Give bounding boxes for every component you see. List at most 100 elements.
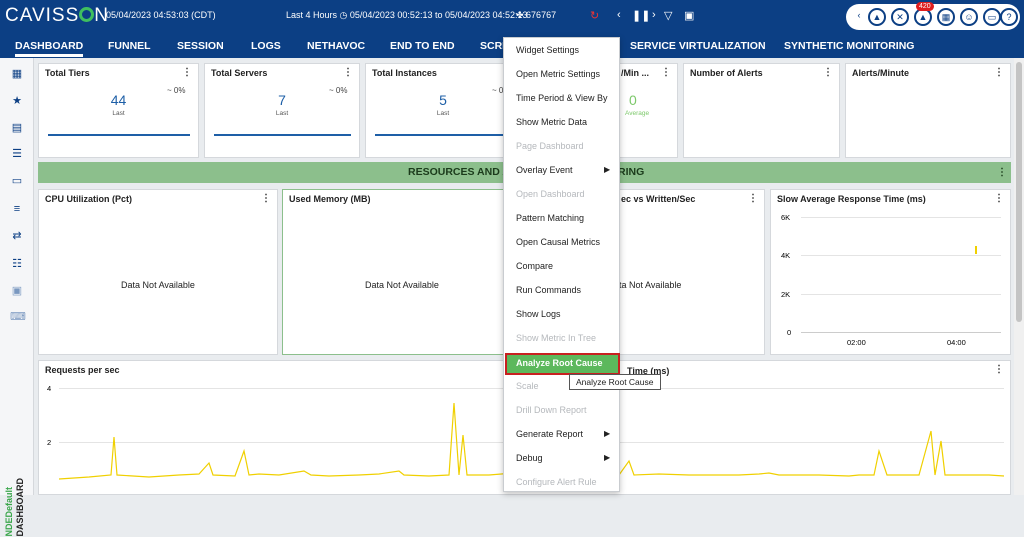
data-point bbox=[975, 246, 977, 254]
more-menu-icon[interactable]: ⋮ bbox=[261, 193, 271, 204]
nav-logs[interactable]: LOGS bbox=[251, 40, 281, 52]
more-menu-icon[interactable]: ⋮ bbox=[748, 193, 758, 204]
menu-item-show-metric-in-tree: Show Metric In Tree bbox=[516, 333, 597, 343]
menu-item-overlay-event[interactable]: Overlay Event ▶ bbox=[516, 165, 611, 175]
menu-item-open-causal-metrics[interactable]: Open Causal Metrics bbox=[516, 237, 601, 247]
y-tick: 4 bbox=[47, 384, 52, 393]
scrollbar-thumb[interactable] bbox=[1016, 62, 1022, 322]
kpi-value: 44 bbox=[110, 92, 127, 108]
grid-icon[interactable]: ▦ bbox=[937, 8, 955, 26]
kpi-value: 0 bbox=[629, 92, 637, 108]
left-sidebar: ▦ ★ ▤ ☰ ▭ ≡ ⇄ ☷ ▣ ⌨ NDEDefault DASHBOARD bbox=[0, 58, 34, 537]
y-tick: 6K bbox=[781, 213, 791, 222]
y-tick: 4K bbox=[781, 251, 791, 260]
menu-item-run-commands[interactable]: Run Commands bbox=[516, 285, 582, 295]
menu-item-time-period-view-by[interactable]: Time Period & View By bbox=[516, 93, 608, 103]
nav-end-to-end[interactable]: END TO END bbox=[390, 40, 455, 52]
menu-item-debug[interactable]: Debug ▶ bbox=[516, 453, 611, 463]
nav-dashboard[interactable]: DASHBOARD bbox=[15, 40, 84, 57]
kpi-sparkline bbox=[48, 134, 190, 136]
kpi-sparkline bbox=[375, 134, 512, 136]
kpi-card-total-tiers: Total Tiers ⋮ ~ 0% 44 Last bbox=[38, 63, 199, 158]
y-tick: 2K bbox=[781, 290, 791, 299]
submenu-arrow-icon: ▶ bbox=[604, 453, 611, 462]
star-icon[interactable]: ★ bbox=[12, 95, 22, 107]
calendar-icon[interactable]: ▤ bbox=[11, 122, 23, 134]
refresh-icon[interactable]: ↻ bbox=[590, 10, 600, 22]
menu-item-open-metric-settings[interactable]: Open Metric Settings bbox=[516, 69, 601, 79]
menu-item-drill-down-report: Drill Down Report bbox=[516, 405, 587, 415]
monitor-icon[interactable]: ▭ bbox=[983, 8, 1001, 26]
drop-icon[interactable]: ▲ bbox=[868, 8, 886, 26]
tools-icon[interactable]: ✕ bbox=[891, 8, 909, 26]
widget-context-menu: Widget Settings Open Metric Settings Time … bbox=[503, 37, 620, 492]
user-icon[interactable]: ☺ bbox=[960, 8, 978, 26]
nav-service-virtualization[interactable]: SERVICE VIRTUALIZATION bbox=[630, 40, 766, 52]
kpi-value: 7 bbox=[278, 92, 286, 108]
kpi-value: 5 bbox=[439, 92, 447, 108]
tooltip: Analyze Root Cause bbox=[569, 374, 661, 390]
menu-item-show-logs[interactable]: Show Logs bbox=[516, 309, 561, 319]
pause-icon[interactable]: ❚❚ bbox=[632, 10, 651, 22]
more-menu-icon[interactable]: ⋮ bbox=[823, 67, 833, 78]
submenu-arrow-icon: ▶ bbox=[604, 429, 611, 438]
x-tick: 04:00 bbox=[947, 338, 966, 347]
logo: CAVISS N bbox=[5, 5, 110, 26]
report-icon[interactable]: ▣ bbox=[11, 285, 23, 297]
menu-item-compare[interactable]: Compare bbox=[516, 261, 554, 271]
x-tick: 02:00 bbox=[847, 338, 866, 347]
keyboard-icon[interactable]: ⌨ bbox=[10, 311, 26, 323]
more-menu-icon[interactable]: ⋮ bbox=[994, 193, 1004, 204]
filter-icon[interactable]: ▽ bbox=[664, 10, 673, 22]
more-menu-icon[interactable]: ⋮ bbox=[661, 67, 671, 78]
more-menu-icon[interactable]: ⋮ bbox=[343, 67, 353, 78]
nav-synthetic-monitoring[interactable]: SYNTHETIC MONITORING bbox=[784, 40, 915, 52]
chart-icon[interactable]: ▭ bbox=[11, 175, 23, 187]
collapse-icon[interactable]: ‹ bbox=[857, 10, 861, 20]
x-axis bbox=[801, 332, 1001, 333]
submenu-arrow-icon: ▶ bbox=[604, 165, 611, 174]
gridline bbox=[801, 255, 1001, 256]
prev-icon[interactable]: ‹ bbox=[617, 9, 621, 21]
menu-item-analyze-root-cause[interactable]: Analyze Root Cause bbox=[505, 353, 620, 375]
y-tick: 0 bbox=[787, 328, 792, 337]
top-bar: CAVISS N 05/04/2023 04:53:03 (CDT) Last 4… bbox=[0, 0, 1024, 33]
nav-nethavoc[interactable]: NETHAVOC bbox=[307, 40, 366, 52]
nav-scripts[interactable]: SCRI bbox=[480, 40, 506, 52]
kpi-card-alerts-per-minute: Alerts/Minute ⋮ bbox=[845, 63, 1011, 158]
current-datetime: 05/04/2023 04:53:03 (CDT) bbox=[106, 10, 216, 20]
menu-item-open-dashboard: Open Dashboard bbox=[516, 189, 585, 199]
more-menu-icon[interactable]: ⋮ bbox=[994, 67, 1004, 78]
panel-slow-response-time: Slow Average Response Time (ms) ⋮ 6K 4K 2… bbox=[770, 189, 1011, 355]
menu-item-scale: Scale bbox=[516, 381, 539, 391]
nav-funnel[interactable]: FUNNEL bbox=[108, 40, 151, 52]
kpi-card-number-of-alerts: Number of Alerts ⋮ bbox=[683, 63, 840, 158]
menu-item-show-metric-data[interactable]: Show Metric Data bbox=[516, 117, 588, 127]
list-icon[interactable]: ☰ bbox=[12, 148, 22, 160]
display-icon[interactable]: ▣ bbox=[684, 10, 695, 22]
kpi-card-total-servers: Total Servers ⋮ ~ 0% 7 Last bbox=[204, 63, 360, 158]
more-menu-icon[interactable]: ⋮ bbox=[994, 364, 1004, 375]
panel-cpu-utilization: CPU Utilization (Pct) ⋮ Data Not Availabl… bbox=[38, 189, 278, 355]
page-scrollbar[interactable] bbox=[1014, 58, 1024, 495]
next-icon[interactable]: › bbox=[652, 9, 656, 21]
tree-icon[interactable]: ≡ bbox=[13, 203, 21, 215]
grid-view-icon[interactable]: ▦ bbox=[11, 68, 23, 80]
help-icon[interactable]: ? bbox=[1000, 8, 1018, 26]
more-menu-icon[interactable]: ⋮ bbox=[997, 167, 1007, 178]
gridline bbox=[801, 217, 1001, 218]
document-icon[interactable]: ☷ bbox=[12, 258, 22, 270]
kpi-card-total-instances: Total Instances ~ 0 5 Last bbox=[365, 63, 521, 158]
time-range[interactable]: Last 4 Hours ◷ 05/04/2023 00:52:13 to 05… bbox=[286, 10, 528, 20]
transfer-icon[interactable]: ⇄ bbox=[12, 230, 22, 242]
dashboard-name-label: NDEDefault DASHBOARD bbox=[4, 478, 25, 537]
notification-badge: 420 bbox=[916, 2, 934, 11]
menu-item-pattern-matching[interactable]: Pattern Matching bbox=[516, 213, 585, 223]
menu-item-widget-settings[interactable]: Widget Settings bbox=[516, 45, 580, 55]
y-tick: 2 bbox=[47, 438, 52, 447]
menu-item-generate-report[interactable]: Generate Report ▶ bbox=[516, 429, 611, 439]
more-menu-icon[interactable]: ⋮ bbox=[182, 67, 192, 78]
gridline bbox=[801, 294, 1001, 295]
kpi-sparkline bbox=[214, 134, 351, 136]
nav-session[interactable]: SESSION bbox=[177, 40, 224, 52]
